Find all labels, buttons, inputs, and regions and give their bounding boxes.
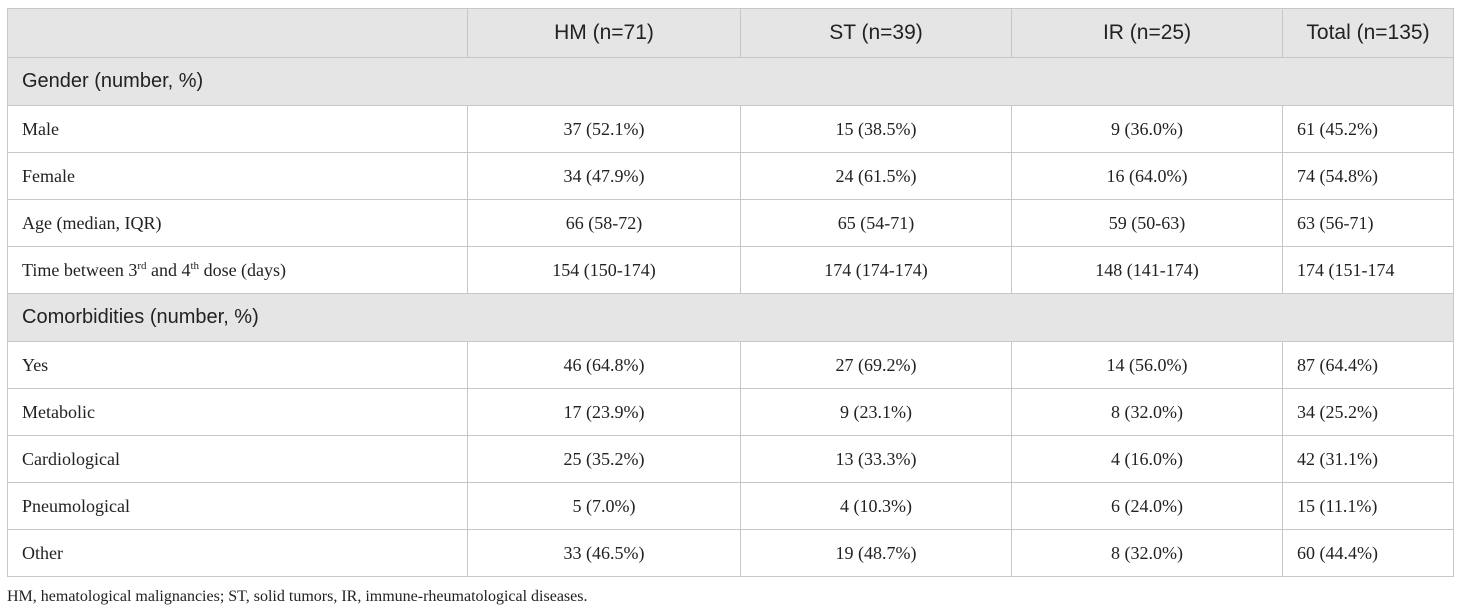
header-total: Total (n=135) xyxy=(1282,8,1454,58)
table-row-pneumological: Pneumological 5 (7.0%) 4 (10.3%) 6 (24.0… xyxy=(7,482,1454,530)
table-row-female: Female 34 (47.9%) 24 (61.5%) 16 (64.0%) … xyxy=(7,152,1454,200)
row-label: Male xyxy=(7,105,468,153)
cell-hm: 66 (58-72) xyxy=(467,199,741,247)
row-label: Cardiological xyxy=(7,435,468,483)
table-row-metabolic: Metabolic 17 (23.9%) 9 (23.1%) 8 (32.0%)… xyxy=(7,388,1454,436)
row-label: Age (median, IQR) xyxy=(7,199,468,247)
cell-ir: 6 (24.0%) xyxy=(1011,482,1283,530)
cell-hm: 34 (47.9%) xyxy=(467,152,741,200)
cell-hm: 17 (23.9%) xyxy=(467,388,741,436)
table-row-cardiological: Cardiological 25 (35.2%) 13 (33.3%) 4 (1… xyxy=(7,435,1454,483)
cell-total: 15 (11.1%) xyxy=(1282,482,1454,530)
cell-ir: 14 (56.0%) xyxy=(1011,341,1283,389)
cell-total: 74 (54.8%) xyxy=(1282,152,1454,200)
header-ir: IR (n=25) xyxy=(1011,8,1283,58)
data-table: HM (n=71) ST (n=39) IR (n=25) Total (n=1… xyxy=(7,8,1454,577)
cell-total: 42 (31.1%) xyxy=(1282,435,1454,483)
cell-total: 34 (25.2%) xyxy=(1282,388,1454,436)
table-row-age: Age (median, IQR) 66 (58-72) 65 (54-71) … xyxy=(7,199,1454,247)
ordinal-superscript: rd xyxy=(137,259,147,272)
ordinal-superscript: th xyxy=(190,259,200,272)
cell-ir: 59 (50-63) xyxy=(1011,199,1283,247)
header-hm: HM (n=71) xyxy=(467,8,741,58)
cell-st: 19 (48.7%) xyxy=(740,529,1012,577)
table-row-yes: Yes 46 (64.8%) 27 (69.2%) 14 (56.0%) 87 … xyxy=(7,341,1454,389)
cell-ir: 16 (64.0%) xyxy=(1011,152,1283,200)
row-label: Pneumological xyxy=(7,482,468,530)
section-row-gender: Gender (number, %) xyxy=(7,57,1454,106)
cell-total: 63 (56-71) xyxy=(1282,199,1454,247)
row-label: Female xyxy=(7,152,468,200)
table-row-time-between-doses: Time between 3rd and 4th dose (days) 154… xyxy=(7,246,1454,294)
row-label: Time between 3rd and 4th dose (days) xyxy=(7,246,468,294)
cell-hm: 46 (64.8%) xyxy=(467,341,741,389)
cell-ir: 148 (141-174) xyxy=(1011,246,1283,294)
row-label-part: Time between 3 xyxy=(22,259,138,280)
cell-ir: 4 (16.0%) xyxy=(1011,435,1283,483)
cell-ir: 8 (32.0%) xyxy=(1011,388,1283,436)
cell-st: 15 (38.5%) xyxy=(740,105,1012,153)
cell-st: 65 (54-71) xyxy=(740,199,1012,247)
row-label: Metabolic xyxy=(7,388,468,436)
data-table-container: HM (n=71) ST (n=39) IR (n=25) Total (n=1… xyxy=(7,8,1454,577)
cell-hm: 154 (150-174) xyxy=(467,246,741,294)
header-blank xyxy=(7,8,468,58)
cell-hm: 33 (46.5%) xyxy=(467,529,741,577)
row-label-part: and 4 xyxy=(146,259,191,280)
section-row-comorbidities: Comorbidities (number, %) xyxy=(7,293,1454,342)
cell-st: 9 (23.1%) xyxy=(740,388,1012,436)
cell-ir: 9 (36.0%) xyxy=(1011,105,1283,153)
row-label: Other xyxy=(7,529,468,577)
header-row: HM (n=71) ST (n=39) IR (n=25) Total (n=1… xyxy=(7,8,1454,58)
row-label: Yes xyxy=(7,341,468,389)
cell-total: 87 (64.4%) xyxy=(1282,341,1454,389)
cell-st: 174 (174-174) xyxy=(740,246,1012,294)
cell-ir: 8 (32.0%) xyxy=(1011,529,1283,577)
header-st: ST (n=39) xyxy=(740,8,1012,58)
table-footnote: HM, hematological malignancies; ST, soli… xyxy=(7,588,588,605)
table-row-male: Male 37 (52.1%) 15 (38.5%) 9 (36.0%) 61 … xyxy=(7,105,1454,153)
cell-total: 60 (44.4%) xyxy=(1282,529,1454,577)
table-row-other: Other 33 (46.5%) 19 (48.7%) 8 (32.0%) 60… xyxy=(7,529,1454,577)
cell-st: 27 (69.2%) xyxy=(740,341,1012,389)
cell-hm: 5 (7.0%) xyxy=(467,482,741,530)
cell-total: 61 (45.2%) xyxy=(1282,105,1454,153)
cell-st: 13 (33.3%) xyxy=(740,435,1012,483)
row-label-part: dose (days) xyxy=(199,259,287,280)
cell-st: 24 (61.5%) xyxy=(740,152,1012,200)
cell-hm: 37 (52.1%) xyxy=(467,105,741,153)
cell-st: 4 (10.3%) xyxy=(740,482,1012,530)
section-title-comorbidities: Comorbidities (number, %) xyxy=(7,293,1454,342)
cell-hm: 25 (35.2%) xyxy=(467,435,741,483)
cell-total: 174 (151-174 xyxy=(1282,246,1454,294)
section-title-gender: Gender (number, %) xyxy=(7,57,1454,106)
